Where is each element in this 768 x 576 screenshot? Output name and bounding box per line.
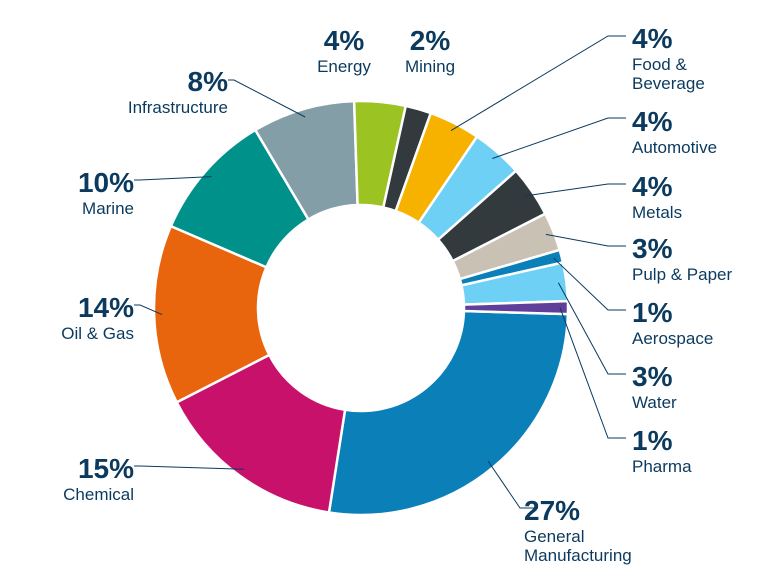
slice-value-pharma: 1% [632, 425, 673, 456]
slice-label-energy: Energy [317, 57, 371, 76]
leader-line-pharma [559, 307, 626, 439]
slice-label-pharma: Pharma [632, 457, 692, 476]
leader-line-infrastructure [228, 79, 306, 118]
leader-line-marine [134, 176, 212, 181]
slice-label-food-beverage: Beverage [632, 74, 705, 93]
slice-label-general-manufacturing: Manufacturing [524, 546, 632, 565]
slice-value-automotive: 4% [632, 106, 673, 137]
slice-label-general-manufacturing: General [524, 527, 584, 546]
leader-lines [134, 35, 626, 509]
slice-value-general-manufacturing: 27% [524, 495, 580, 526]
leader-line-water [557, 282, 626, 375]
slice-label-infrastructure: Infrastructure [128, 98, 228, 117]
slice-general-manufacturing [327, 309, 570, 517]
slice-label-mining: Mining [405, 57, 455, 76]
slice-value-aerospace: 1% [632, 297, 673, 328]
leader-line-pulp-paper [545, 233, 626, 247]
slice-value-food-beverage: 4% [632, 23, 673, 54]
slice-value-water: 3% [632, 361, 673, 392]
slice-label-water: Water [632, 393, 677, 412]
slice-pharma [462, 299, 570, 316]
leader-line-metals [525, 183, 626, 197]
leader-line-oil-gas [134, 304, 163, 316]
slice-value-energy: 4% [324, 25, 365, 56]
slice-label-food-beverage: Food & [632, 55, 687, 74]
leader-line-general-manufacturing [487, 460, 538, 509]
leader-line-chemical [134, 465, 245, 470]
slice-value-mining: 2% [410, 25, 451, 56]
slice-label-aerospace: Aerospace [632, 329, 713, 348]
slice-value-chemical: 15% [78, 453, 134, 484]
slice-label-automotive: Automotive [632, 138, 717, 157]
slice-label-pulp-paper: Pulp & Paper [632, 265, 733, 284]
slice-label-oil-gas: Oil & Gas [61, 324, 134, 343]
slice-value-marine: 10% [78, 167, 134, 198]
leader-line-aerospace [553, 257, 626, 311]
slice-label-marine: Marine [82, 199, 134, 218]
slice-oil-gas [152, 224, 271, 404]
slice-value-metals: 4% [632, 171, 673, 202]
slice-label-chemical: Chemical [63, 485, 134, 504]
slice-chemical [175, 353, 347, 514]
donut-slices [152, 99, 570, 517]
slice-value-pulp-paper: 3% [632, 233, 673, 264]
slice-value-oil-gas: 14% [78, 292, 134, 323]
leader-line-food-beverage [450, 35, 626, 131]
leader-line-automotive [492, 117, 626, 159]
slice-label-metals: Metals [632, 203, 682, 222]
slice-value-infrastructure: 8% [188, 66, 229, 97]
